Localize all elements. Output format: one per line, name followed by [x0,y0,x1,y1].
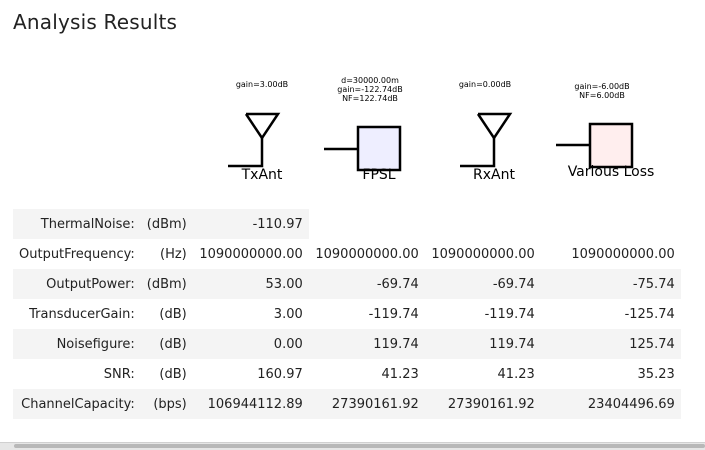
table-row: ThermalNoise: (dBm) -110.97 [13,209,681,239]
block-icon [324,125,402,172]
row-label: ThermalNoise: [13,209,141,239]
fpsl-params: d=30000.00m gain=-122.74dB NF=122.74dB [337,76,403,103]
table-cell: 125.74 [540,329,681,359]
table-cell: -119.74 [368,306,419,322]
table-row: OutputPower: (dBm) 53.00 -69.74 -69.74 -… [13,269,681,299]
table-cell: 119.74 [308,329,425,359]
table-cell: 23404496.69 [540,389,681,419]
antenna-icon [228,112,281,168]
table-cell: 3.00 [273,306,303,322]
table-cell: 119.74 [424,329,541,359]
block-icon [556,122,634,169]
table-cell: 1090000000.00 [315,246,419,262]
row-label: SNR: [103,366,135,382]
table-row: ChannelCapacity: (bps) 106944112.89 2739… [13,389,681,419]
table-cell: 1090000000.00 [431,246,535,262]
table-cell: 27390161.92 [424,389,541,419]
row-unit: (dB) [159,306,187,322]
horizontal-scrollbar[interactable] [0,442,705,450]
row-label: OutputPower: [13,269,141,299]
table-cell: -69.74 [424,269,541,299]
results-table: ThermalNoise: (dBm) -110.97 OutputFreque… [13,209,681,419]
component-chain-diagram: gain=3.00dB TxAnt d=30000.00m gain=-122.… [0,70,705,190]
rxant-label: RxAnt [473,167,515,183]
row-unit: (dBm) [140,209,193,239]
rxant-params: gain=0.00dB [458,80,512,89]
row-unit: (dB) [140,329,193,359]
row-label: Noisefigure: [13,329,141,359]
page-title: Analysis Results [13,10,178,34]
table-cell: -69.74 [308,269,425,299]
table-cell: 1090000000.00 [571,246,675,262]
table-cell: 106944112.89 [192,389,309,419]
antenna-icon [460,112,513,168]
table-cell: 41.23 [497,366,535,382]
row-label: TransducerGain: [29,306,135,322]
row-label: ChannelCapacity: [13,389,141,419]
table-cell: -119.74 [484,306,535,322]
table-cell: -75.74 [540,269,681,299]
fpsl-label: FPSL [362,167,396,183]
table-cell: 41.23 [381,366,419,382]
table-cell: 0.00 [192,329,309,359]
table-cell: 35.23 [637,366,675,382]
scrollbar-thumb[interactable] [14,444,705,448]
table-row: OutputFrequency: (Hz) 1090000000.00 1090… [13,239,681,269]
table-cell: 160.97 [257,366,303,382]
table-cell: 27390161.92 [308,389,425,419]
table-row: TransducerGain: (dB) 3.00 -119.74 -119.7… [13,299,681,329]
table-cell: 53.00 [192,269,309,299]
table-cell [425,209,541,239]
table-cell: -110.97 [192,209,309,239]
various-loss-label: Various Loss [567,164,655,180]
row-unit: (bps) [140,389,193,419]
txant-params: gain=3.00dB [235,80,289,89]
table-row: Noisefigure: (dB) 0.00 119.74 119.74 125… [13,329,681,359]
row-unit: (dBm) [140,269,193,299]
table-cell [309,209,425,239]
row-unit: (Hz) [160,246,187,262]
txant-label: TxAnt [241,167,283,183]
table-row: SNR: (dB) 160.97 41.23 41.23 35.23 [13,359,681,389]
table-cell: 1090000000.00 [199,246,303,262]
row-label: OutputFrequency: [19,246,135,262]
various-loss-params: gain=-6.00dB NF=6.00dB [574,82,630,100]
table-cell [541,209,681,239]
table-cell: -125.74 [624,306,675,322]
row-unit: (dB) [159,366,187,382]
